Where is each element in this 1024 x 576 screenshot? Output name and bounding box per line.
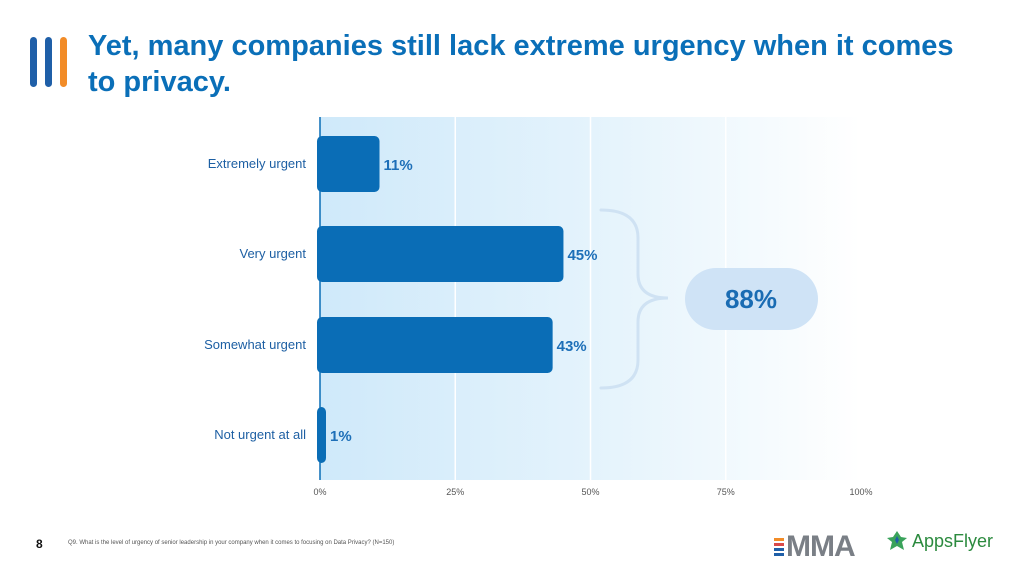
x-tick-label: 0% — [313, 487, 326, 497]
value-label: 11% — [384, 157, 413, 174]
bar — [317, 136, 380, 192]
x-tick-label: 25% — [446, 487, 464, 497]
brand-bars-icon — [30, 37, 70, 87]
value-labels: 11% 45% 43% 1% — [330, 157, 597, 445]
value-label: 1% — [330, 428, 352, 445]
x-tick-label: 100% — [849, 487, 872, 497]
brand-bar-1 — [30, 37, 37, 87]
total-bubble-label: 88% — [725, 284, 777, 314]
mma-logo-text: MMA — [786, 530, 856, 563]
category-label: Somewhat urgent — [204, 337, 306, 352]
appsflyer-logo-text: AppsFlyer — [912, 531, 994, 551]
brand-bar-2 — [45, 37, 52, 87]
page-title: Yet, many companies still lack extreme u… — [88, 30, 954, 98]
mma-stripes-icon — [774, 538, 784, 556]
x-tick-labels: 0% 25% 50% 75% 100% — [313, 487, 872, 497]
page-number: 8 — [36, 537, 43, 551]
bars-group — [317, 136, 564, 463]
appsflyer-leaf-icon — [887, 531, 907, 550]
category-label: Very urgent — [240, 246, 307, 261]
category-label: Extremely urgent — [208, 156, 307, 171]
bar — [317, 317, 553, 373]
category-label: Not urgent at all — [214, 427, 306, 442]
category-labels: Extremely urgent Very urgent Somewhat urge… — [204, 156, 306, 442]
footnote: Q9. What is the level of urgency of seni… — [68, 540, 395, 546]
bracket-annotation — [599, 208, 669, 390]
x-tick-label: 50% — [581, 487, 599, 497]
total-bubble — [685, 268, 818, 330]
x-tick-label: 75% — [717, 487, 735, 497]
brand-bar-3 — [60, 37, 67, 87]
bar — [317, 407, 326, 463]
value-label: 43% — [557, 338, 587, 355]
bar — [317, 226, 564, 282]
value-label: 45% — [567, 247, 597, 264]
appsflyer-logo: AppsFlyer — [886, 530, 993, 552]
mma-logo: MMA — [774, 530, 856, 563]
